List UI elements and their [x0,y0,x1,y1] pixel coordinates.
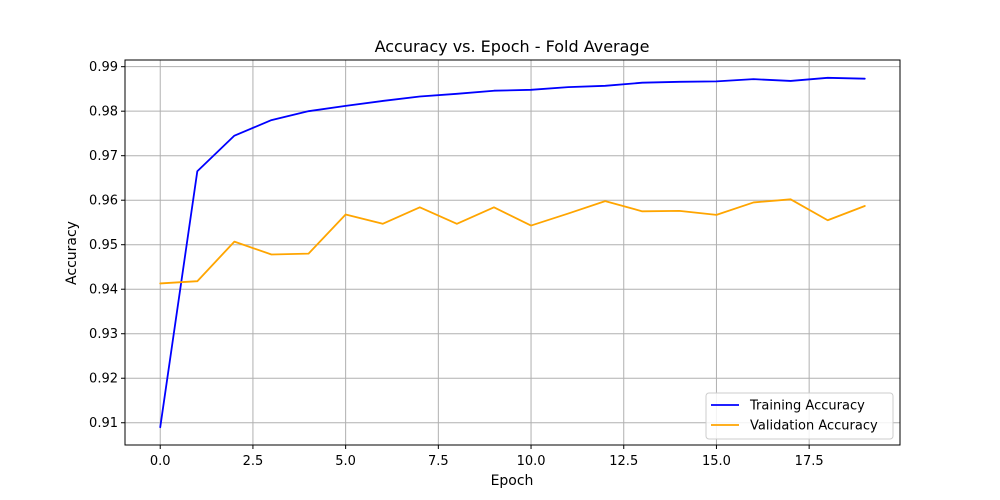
x-tick-label: 12.5 [609,454,638,469]
x-tick-label: 0.0 [150,454,171,469]
legend-entry-training: Training Accuracy [749,399,865,414]
y-tick-label: 0.93 [89,327,118,342]
x-tick-label: 17.5 [795,454,824,469]
series-line-training [159,76,866,429]
legend-box [705,392,894,440]
y-axis-label: Accuracy [64,221,80,285]
y-tick-label: 0.99 [89,60,118,75]
y-tick-label: 0.97 [89,149,118,164]
grid [125,60,900,445]
y-tick-label: 0.94 [89,283,118,298]
x-tick-label: 10.0 [517,454,546,469]
plot-frame [124,59,901,446]
legend-entry-validation: Validation Accuracy [750,419,878,434]
x-tick-label: 5.0 [335,454,356,469]
x-tick-label: 2.5 [243,454,264,469]
y-tick-label: 0.95 [89,238,118,253]
x-tick-label: 15.0 [702,454,731,469]
legend: Training Accuracy Validation Accuracy [705,392,894,440]
series-line-validation [159,198,866,285]
y-tick-label: 0.92 [89,372,118,387]
chart-title: Accuracy vs. Epoch - Fold Average [375,37,650,56]
x-axis-label: Epoch [491,473,534,489]
axis-ticks: 0.0 2.5 5.0 7.5 10.0 12.5 15.0 17.5 0.91 0.92 0.93… [89,60,824,469]
y-tick-label: 0.96 [89,194,118,209]
y-tick-label: 0.91 [89,416,118,431]
x-tick-label: 7.5 [428,454,449,469]
y-tick-label: 0.98 [89,105,118,120]
series-lines [159,76,866,429]
